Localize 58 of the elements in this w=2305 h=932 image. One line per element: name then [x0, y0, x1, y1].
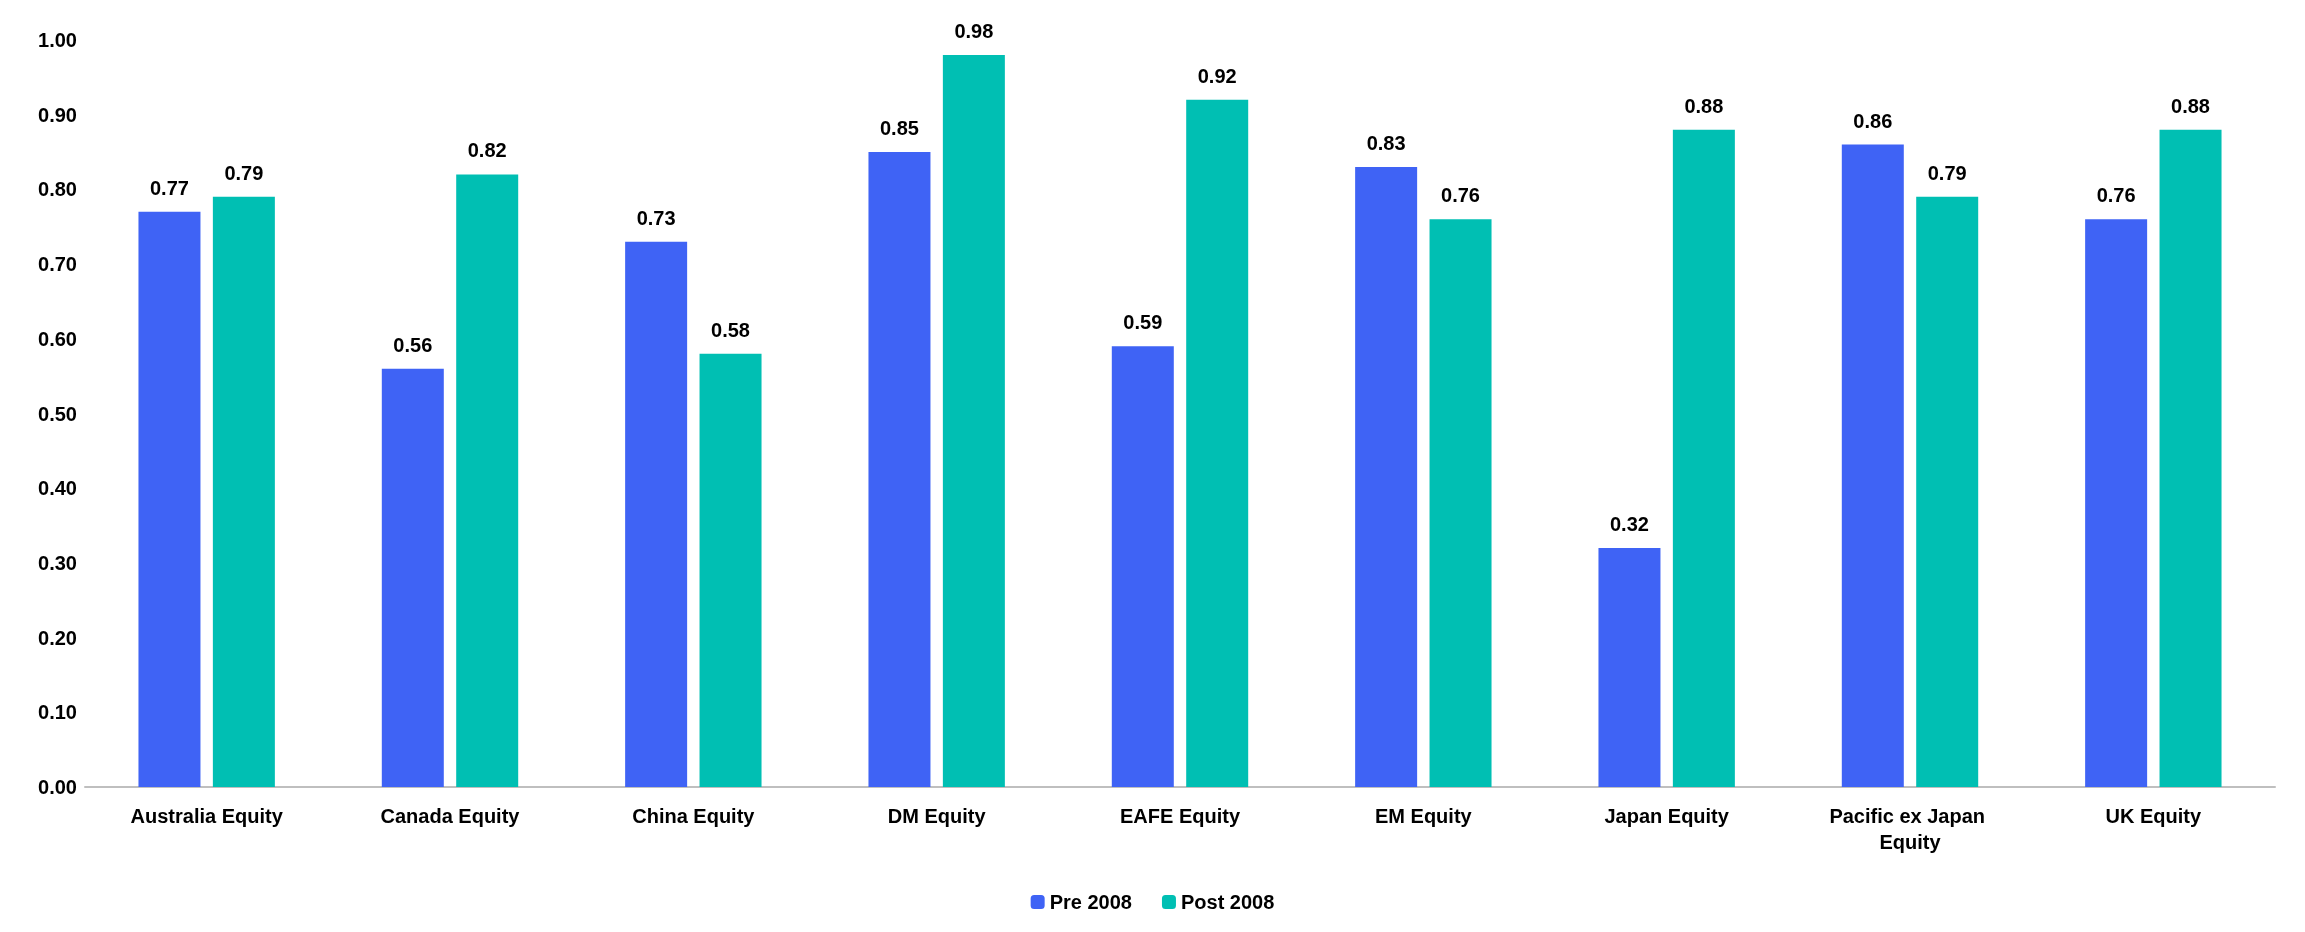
y-tick-label: 1.00 [38, 29, 77, 51]
data-label: 0.82 [467, 139, 507, 162]
x-tick-label: DM Equity [887, 805, 987, 827]
x-tick-label: Australia Equity [130, 805, 284, 827]
y-tick-label: 0.30 [38, 551, 77, 574]
x-tick-label: China Equity [632, 805, 756, 827]
bar [1111, 346, 1174, 787]
x-tick-label: Canada Equity [380, 805, 521, 827]
bar [1355, 166, 1418, 787]
y-tick-label: 0.80 [38, 178, 77, 201]
data-label: 0.76 [1441, 184, 1480, 207]
bar [2159, 129, 2222, 787]
data-label: 0.59 [1123, 311, 1163, 334]
data-label: 0.79 [1927, 161, 1967, 184]
bar [868, 152, 931, 787]
bar [1186, 99, 1249, 787]
data-label: 0.83 [1366, 131, 1406, 154]
bar [942, 54, 1005, 787]
y-tick-label: 0.10 [38, 701, 77, 724]
legend-label: Pre 2008 [1049, 891, 1132, 913]
bar [381, 368, 444, 787]
bar [1598, 547, 1661, 787]
x-tick-label: EM Equity [1375, 805, 1473, 827]
y-tick-label: 0.70 [38, 253, 77, 276]
y-tick-label: 0.20 [38, 626, 77, 649]
x-tick-label: Pacific ex Japan Equity [1829, 805, 1991, 853]
data-label: 0.88 [1684, 94, 1724, 117]
data-label: 0.92 [1197, 64, 1237, 87]
bar [2085, 219, 2148, 787]
bar [1672, 129, 1735, 787]
bar [625, 241, 688, 787]
data-label: 0.32 [1610, 512, 1649, 535]
y-tick-label: 0.60 [38, 327, 77, 350]
data-label: 0.79 [224, 161, 264, 184]
data-label: 0.73 [636, 206, 676, 229]
x-tick-label: EAFE Equity [1119, 805, 1241, 827]
data-label: 0.98 [954, 19, 994, 42]
bar [456, 174, 519, 787]
y-tick-label: 0.40 [38, 477, 77, 500]
data-label: 0.88 [2171, 94, 2210, 117]
y-tick-label: 0.00 [38, 776, 77, 798]
bar [1841, 144, 1904, 787]
data-label: 0.76 [2096, 184, 2136, 207]
bar [138, 211, 201, 787]
data-label: 0.85 [880, 117, 919, 140]
data-label: 0.86 [1853, 109, 1893, 132]
bar [1429, 219, 1492, 787]
data-label: 0.56 [393, 333, 433, 356]
legend-label: Post 2008 [1180, 891, 1275, 913]
y-tick-label: 0.50 [38, 402, 77, 425]
y-tick-label: 0.90 [38, 103, 77, 126]
data-label: 0.58 [711, 318, 750, 341]
bar [212, 196, 275, 787]
data-label: 0.77 [150, 176, 189, 199]
x-tick-label: UK Equity [2105, 805, 2202, 827]
x-tick-label: Japan Equity [1604, 805, 1730, 827]
bar [1916, 196, 1979, 787]
bar [699, 353, 762, 787]
